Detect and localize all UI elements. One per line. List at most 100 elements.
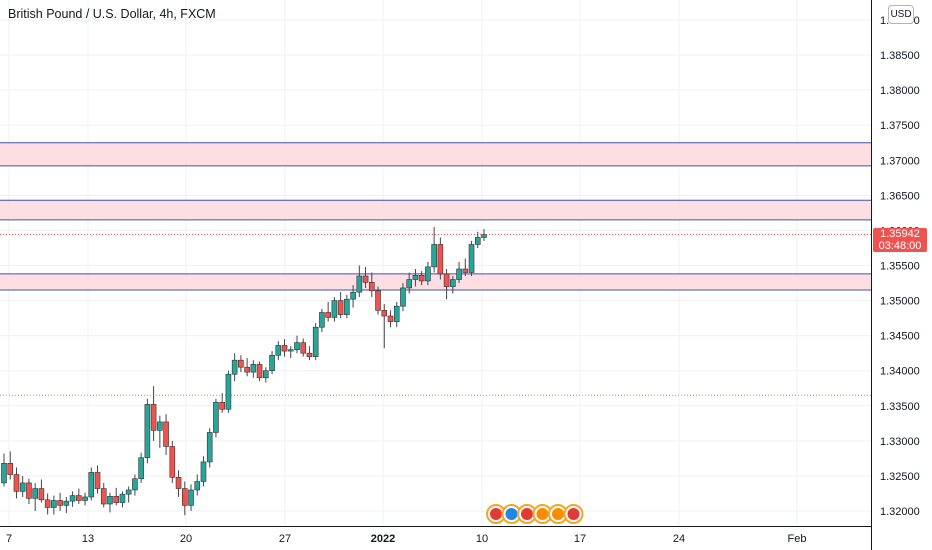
- resistance-zone: [0, 200, 871, 220]
- candle-body: [150, 404, 157, 431]
- flag-icon: [536, 508, 549, 520]
- price-tick-label: 1.37500: [880, 120, 920, 132]
- candle-body: [312, 326, 319, 357]
- time-tick-label: 10: [476, 533, 488, 545]
- candle-body: [350, 291, 356, 300]
- candle-body: [169, 446, 176, 478]
- candle-body: [375, 290, 381, 311]
- candle-body: [437, 244, 444, 275]
- candle-body: [107, 495, 113, 505]
- candle-body: [269, 354, 275, 372]
- flag-icon: [567, 508, 580, 520]
- price-tick-label: 1.34500: [880, 331, 920, 343]
- candle-body: [300, 342, 307, 354]
- candle-body: [88, 472, 95, 498]
- time-tick-label: 2022: [371, 533, 395, 545]
- candle-body: [19, 482, 26, 492]
- candle-body: [238, 359, 244, 368]
- price-tick-label: 1.33500: [880, 401, 920, 413]
- flag-icon: [490, 508, 502, 520]
- flag-icon: [505, 508, 518, 520]
- candle-body: [306, 352, 313, 357]
- price-tick-label: 1.34000: [880, 366, 920, 378]
- candle-body: [400, 287, 406, 307]
- time-tick-label: 27: [279, 533, 291, 545]
- price-tick-label: 1.35000: [880, 296, 920, 308]
- candle-body: [113, 495, 120, 503]
- price-tick-label: 1.35500: [880, 261, 920, 273]
- candle-body: [7, 463, 14, 475]
- candle-body: [431, 244, 437, 268]
- candle-body: [44, 499, 51, 508]
- candle-body: [325, 312, 331, 318]
- candle-body: [294, 342, 300, 350]
- time-tick-label: 20: [180, 533, 192, 545]
- candle-body: [418, 275, 425, 282]
- price-tick-label: 1.37000: [880, 155, 920, 167]
- currency-unit-button[interactable]: USD: [888, 5, 914, 24]
- candle-body: [26, 482, 32, 499]
- candle-body: [163, 421, 169, 447]
- candle-body: [76, 495, 82, 501]
- candle-body: [194, 481, 201, 491]
- flag-icon: [521, 508, 533, 520]
- candle-body: [57, 500, 63, 506]
- candle-body: [250, 364, 257, 373]
- candle-body: [331, 300, 338, 318]
- candle-body: [38, 488, 45, 501]
- candle-body: [263, 370, 269, 379]
- chart-title: British Pound / U.S. Dollar, 4h, FXCM: [8, 7, 216, 21]
- candle-body: [412, 275, 419, 280]
- resistance-zone: [0, 142, 871, 166]
- candle-body: [474, 237, 481, 245]
- candle-body: [443, 273, 450, 287]
- candle-body: [157, 421, 163, 431]
- candle-body: [450, 279, 456, 287]
- last-price-tag: 1.35942 03:48:00: [873, 228, 927, 252]
- candle-body: [82, 496, 88, 501]
- candle-body: [356, 275, 363, 293]
- price-tick-label: 1.32500: [880, 471, 920, 483]
- candle-body: [1, 463, 7, 484]
- candle-body: [281, 345, 288, 352]
- candle-body: [138, 457, 144, 480]
- candle-body: [287, 349, 294, 352]
- candle-body: [225, 373, 232, 410]
- candle-body: [362, 275, 369, 283]
- time-tick-label: 17: [574, 533, 586, 545]
- time-tick-label: 13: [82, 533, 94, 545]
- price-tick-label: 1.38500: [880, 50, 920, 62]
- candle-body: [456, 268, 462, 280]
- price-tick-label: 1.36500: [880, 190, 920, 202]
- candle-body: [468, 244, 475, 273]
- candle-body: [175, 477, 182, 489]
- candle-body: [244, 366, 250, 373]
- candle-body: [406, 279, 412, 289]
- candle-body: [319, 312, 325, 328]
- flag-icon: [552, 508, 564, 520]
- candle-body: [32, 488, 38, 499]
- candle-body: [144, 404, 151, 458]
- time-tick-label: Feb: [788, 533, 807, 545]
- candle-body: [462, 268, 469, 273]
- candle-body: [69, 495, 76, 502]
- price-tick-label: 1.33000: [880, 436, 920, 448]
- candle-body: [188, 489, 194, 506]
- candle-body: [100, 488, 107, 505]
- candle-body: [393, 305, 400, 322]
- candle-body: [51, 500, 57, 508]
- candle-body: [337, 300, 344, 315]
- candle-body: [125, 489, 132, 495]
- candle-body: [256, 364, 263, 379]
- candle-body: [200, 461, 207, 482]
- candle-body: [425, 266, 431, 282]
- candle-body: [119, 493, 126, 503]
- candle-body: [368, 282, 375, 292]
- candle-body: [387, 315, 394, 322]
- candle-body: [63, 500, 70, 506]
- candle-body: [344, 298, 350, 315]
- last-price-value: 1.35942: [880, 228, 920, 240]
- candle-body: [219, 401, 225, 410]
- candle-body: [275, 345, 282, 356]
